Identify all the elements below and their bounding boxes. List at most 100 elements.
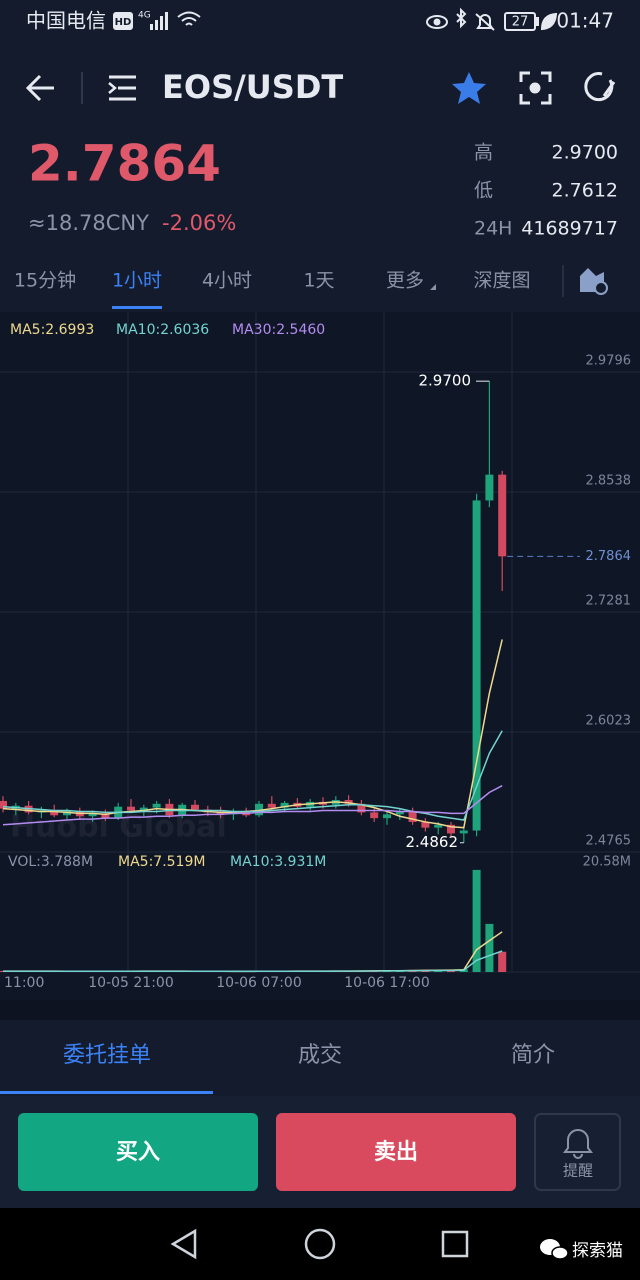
buy-button[interactable] [18, 1113, 258, 1191]
stat-value: 2.9700 [552, 142, 618, 164]
x-tick-label: 10-06 17:00 [344, 975, 429, 991]
nav-recent[interactable] [441, 1230, 469, 1258]
y-tick-label: 2.9796 [586, 354, 632, 369]
interval-tab[interactable]: 4小时 [202, 270, 252, 292]
candle-body [447, 824, 455, 834]
kline-chart: 2.47652.60232.72812.85382.979620.58MHuob… [0, 312, 640, 991]
volume-legend-entry: MA5:7.519M [118, 854, 205, 870]
favorite-button[interactable] [452, 72, 486, 104]
candle-body [50, 810, 59, 816]
candle-body [498, 474, 507, 557]
sell-label: 卖出 [374, 1139, 418, 1165]
pair-title: EOS/USDT [162, 68, 343, 106]
interval-tab[interactable]: 深度图 [473, 270, 530, 292]
candle-body [191, 804, 199, 810]
x-tick-label: 10-05 21:00 [88, 975, 173, 991]
candle-body [472, 500, 481, 831]
candle-body [127, 806, 135, 811]
stat-label: 低 [474, 180, 493, 202]
tab[interactable]: 委托挂单 [63, 1043, 151, 1068]
nav-back[interactable] [170, 1228, 197, 1260]
watermark: 探索猫 [572, 1241, 623, 1261]
candle-body [485, 474, 494, 501]
candle-body [370, 812, 379, 819]
candle-body [88, 813, 97, 817]
status-icons [426, 7, 558, 31]
volume-bar [472, 869, 481, 972]
y-tick-label: 2.6023 [586, 713, 632, 728]
signal-icon [150, 12, 168, 30]
buy-label: 买入 [116, 1140, 160, 1165]
active-indicator [0, 1091, 213, 1094]
volume-label: VOL:3.788M [8, 854, 93, 870]
ma-line [2, 785, 503, 826]
interval-tab[interactable]: 15分钟 [14, 270, 76, 292]
wifi-icon [177, 11, 201, 26]
x-tick-label: 11:00 [4, 975, 44, 991]
stat-label: 24H [474, 218, 512, 240]
legend-entry: MA10:2.6036 [116, 322, 209, 338]
interval-tab[interactable]: 更多 [386, 270, 424, 292]
y-tick-label: 2.4765 [586, 834, 632, 849]
candle-body [421, 821, 430, 828]
high-label: 2.9700 [419, 372, 472, 390]
wechat-icon [540, 1239, 569, 1260]
interval-tab[interactable]: 1天 [303, 270, 334, 292]
volume-ma-line [3, 950, 503, 973]
legend-entry: MA30:2.5460 [232, 322, 325, 338]
tab[interactable]: 简介 [511, 1043, 555, 1068]
menu-button[interactable] [108, 75, 136, 101]
stat-value: 2.7612 [552, 180, 618, 202]
candle-body [344, 800, 353, 804]
volume-legend-entry: MA10:3.931M [230, 854, 326, 870]
candle-body [459, 830, 468, 834]
alert-button[interactable] [534, 1113, 621, 1191]
bell-icon [563, 1129, 593, 1159]
interval-tab[interactable]: 1小时 [112, 270, 162, 292]
volume-bar [498, 951, 507, 972]
y-tick-label: 2.8538 [586, 474, 632, 489]
candle-body [139, 807, 148, 811]
candle-body [152, 803, 161, 808]
network-text: 4G [138, 11, 151, 21]
volume-bar [485, 923, 494, 972]
active-indicator [112, 306, 162, 309]
sell-button[interactable] [276, 1113, 516, 1191]
candle-body [216, 812, 225, 815]
candle-body [434, 824, 443, 828]
stat-label: 高 [474, 142, 493, 164]
battery-level: 27 [512, 15, 529, 30]
last-price-label: 2.7864 [586, 549, 632, 564]
hd-text: HD [115, 17, 132, 28]
dropdown-caret [430, 284, 436, 290]
candle-body [408, 811, 417, 822]
hd-icon [113, 12, 133, 30]
candle-body [280, 802, 289, 808]
candle-body [0, 800, 7, 809]
chart-settings-button[interactable] [580, 268, 608, 295]
nav-bar [0, 1208, 640, 1280]
y-tick-label: 2.7281 [586, 593, 632, 608]
last-price: 2.7864 [28, 135, 221, 193]
share-button[interactable] [584, 72, 616, 102]
legend-entry: MA5:2.6993 [10, 322, 94, 338]
chart-area [0, 312, 640, 1002]
carrier: 中国电信 [26, 9, 106, 33]
tab[interactable]: 成交 [298, 1043, 342, 1068]
candle-body [395, 811, 404, 815]
x-tick-label: 10-06 07:00 [216, 975, 301, 991]
cny-price: ≈18.78CNY [28, 211, 149, 235]
candle-body [101, 813, 110, 819]
scan-button[interactable] [519, 71, 552, 105]
tab-bar: 委托挂单 成交 简介 [0, 1043, 555, 1094]
candle-body [357, 803, 366, 813]
clock: 01:47 [556, 9, 614, 33]
change-percent: -2.06% [162, 211, 236, 235]
nav-home[interactable] [304, 1228, 336, 1260]
separator [0, 1000, 640, 1020]
back-button[interactable] [25, 74, 54, 102]
stat-value: 41689717 [521, 218, 618, 240]
candle-body [63, 811, 71, 816]
